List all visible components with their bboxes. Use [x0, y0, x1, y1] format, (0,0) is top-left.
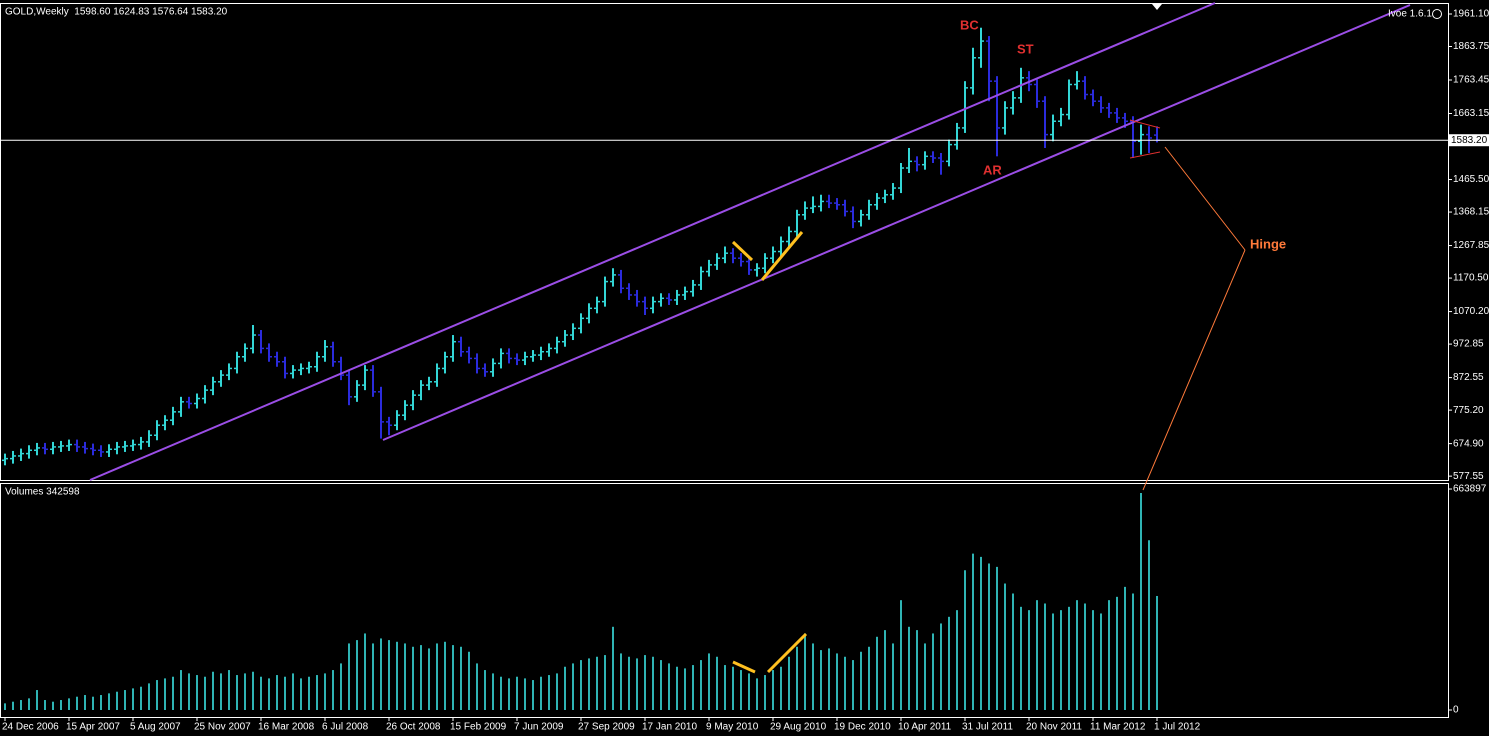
y-tick-label: 872.55	[1453, 372, 1484, 383]
volume-title: Volumes 342598	[5, 487, 80, 498]
smiley-icon	[1432, 9, 1442, 19]
annotation: Hinge	[1250, 236, 1286, 251]
y-tick-label: 0	[1453, 705, 1459, 716]
x-tick-label: 7 Jun 2009	[514, 722, 564, 733]
x-tick-label: 17 Jan 2010	[642, 722, 697, 733]
x-tick-label: 15 Apr 2007	[66, 722, 120, 733]
hinge-pointer	[1164, 146, 1246, 251]
y-tick-label: 1763.45	[1453, 75, 1489, 86]
x-tick-label: 6 Jul 2008	[322, 722, 369, 733]
y-tick-label: 972.85	[1453, 339, 1484, 350]
hinge-pointer	[1142, 249, 1246, 491]
y-tick-label: 1663.15	[1453, 108, 1489, 119]
y-tick-label: 1961.10	[1453, 9, 1489, 20]
y-tick-label: 775.20	[1453, 405, 1484, 416]
y-tick-label: 1863.75	[1453, 41, 1489, 52]
price-panel	[0, 3, 1449, 481]
last-price-box	[1449, 134, 1489, 147]
triangle-line	[1129, 151, 1161, 159]
x-tick-label: 20 Nov 2011	[1026, 722, 1082, 733]
y-tick-label: 1267.85	[1453, 240, 1489, 251]
channel-lower	[382, 4, 1411, 441]
yellow-line	[766, 632, 808, 674]
y-tick-label: 674.90	[1453, 438, 1484, 449]
last-price-label: 1583.20	[1451, 135, 1488, 146]
x-tick-label: 15 Feb 2009	[450, 722, 507, 733]
x-tick-label: 9 May 2010	[706, 722, 759, 733]
chart-title: GOLD,Weekly 1598.60 1624.83 1576.64 1583…	[5, 7, 228, 18]
indicator-label: Ivoe 1.6.1	[1388, 9, 1432, 20]
annotation: AR	[983, 162, 1002, 177]
x-tick-label: 29 Aug 2010	[770, 722, 827, 733]
y-tick-label: 1170.50	[1453, 273, 1489, 284]
x-tick-label: 10 Apr 2011	[898, 722, 952, 733]
y-tick-label: 663897	[1453, 484, 1487, 495]
x-tick-label: 19 Dec 2010	[834, 722, 891, 733]
y-tick-label: 1465.50	[1453, 174, 1489, 185]
y-tick-label: 1368.15	[1453, 207, 1489, 218]
x-tick-label: 1 Jul 2012	[1154, 722, 1201, 733]
x-tick-label: 31 Jul 2011	[962, 722, 1013, 733]
channel-upper	[89, 2, 1216, 481]
x-tick-label: 25 Nov 2007	[194, 722, 251, 733]
yellow-line	[760, 231, 804, 281]
x-tick-label: 11 Mar 2012	[1090, 722, 1146, 733]
x-tick-label: 5 Aug 2007	[130, 722, 181, 733]
x-tick-label: 26 Oct 2008	[386, 722, 441, 733]
yellow-line	[732, 660, 756, 674]
x-tick-label: 27 Sep 2009	[578, 722, 635, 733]
triangle-line	[1129, 119, 1161, 129]
volume-panel	[0, 483, 1449, 718]
y-tick-label: 1070.20	[1453, 306, 1489, 317]
marks	[2, 27, 1160, 711]
yellow-line	[731, 240, 754, 262]
shift-marker	[1152, 4, 1162, 10]
y-tick-label: 577.55	[1453, 471, 1484, 482]
annotation: BC	[960, 17, 979, 32]
annotation: ST	[1017, 41, 1034, 56]
x-tick-label: 24 Dec 2006	[2, 722, 59, 733]
x-tick-label: 16 Mar 2008	[258, 722, 315, 733]
